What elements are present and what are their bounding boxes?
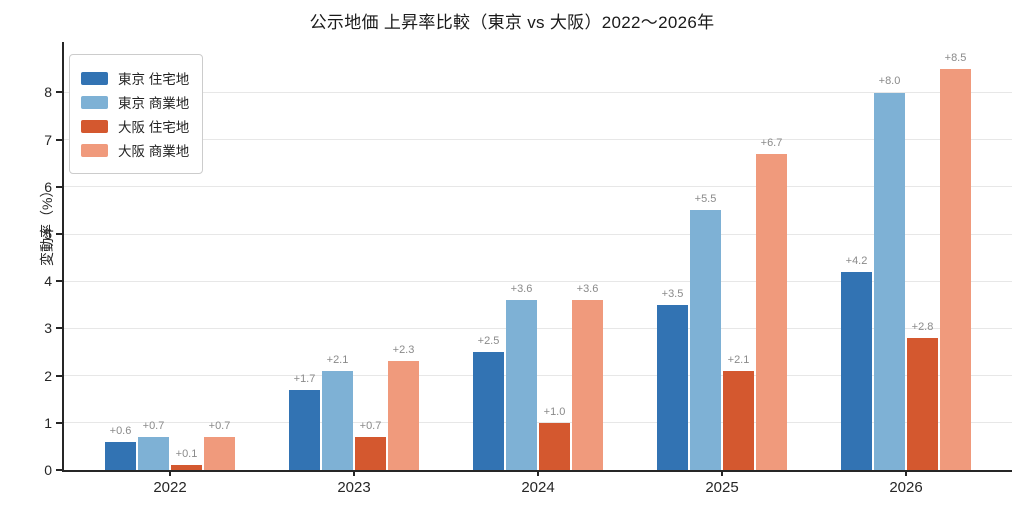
y-tick-label: 3	[44, 320, 52, 337]
bar-group: +3.5 +5.5 +2.1 +6.7	[657, 42, 787, 470]
bar-value-label: +2.1	[326, 353, 349, 366]
bar-value-label: +0.6	[109, 424, 132, 437]
x-tick-mark	[169, 470, 171, 476]
y-tick-mark	[56, 469, 62, 471]
legend-swatch	[81, 119, 108, 133]
legend-swatch	[81, 71, 108, 85]
chart-title: 公示地価 上昇率比較（東京 vs 大阪）2022〜2026年	[309, 13, 715, 32]
gridline	[64, 91, 1012, 93]
bar-value-label: +3.6	[576, 283, 599, 296]
y-tick-mark	[56, 327, 62, 330]
bar	[907, 337, 938, 470]
x-tick-mark	[905, 470, 907, 476]
y-tick-label: 2	[44, 367, 52, 384]
gridline	[64, 233, 1012, 235]
bar	[657, 304, 688, 470]
x-tick-mark	[721, 470, 723, 476]
bar-value-label: +2.8	[911, 320, 934, 333]
bar	[322, 370, 353, 470]
y-tick-mark	[56, 233, 62, 236]
bar	[756, 153, 787, 470]
y-tick-mark	[56, 138, 62, 141]
bar	[841, 271, 872, 470]
bar-value-label: +2.3	[392, 344, 415, 357]
x-tick-label: 2026	[889, 479, 923, 496]
bar	[940, 68, 971, 470]
bar-value-label: +3.6	[510, 283, 533, 296]
x-tick-label: 2025	[705, 479, 739, 496]
y-tick-mark	[56, 280, 62, 283]
gridline	[64, 422, 1012, 424]
bar-value-label: +0.7	[359, 419, 382, 432]
y-tick-mark	[56, 421, 62, 424]
bar	[690, 210, 721, 470]
y-tick-label: 4	[44, 273, 52, 290]
x-tick-label: 2022	[153, 479, 187, 496]
bar-value-label: +2.1	[727, 353, 750, 366]
legend-item: 大阪 住宅地	[81, 116, 189, 136]
gridline	[64, 139, 1012, 141]
bar-value-label: +0.1	[175, 448, 198, 461]
bar-group: +4.2 +8.0 +2.8 +8.5	[841, 42, 971, 470]
y-tick-label: 0	[44, 462, 52, 478]
bar-value-label: +8.0	[878, 75, 901, 88]
gridline	[64, 375, 1012, 377]
bar	[572, 300, 603, 470]
bar	[506, 300, 537, 470]
y-tick-mark	[56, 185, 62, 188]
legend-item: 大阪 商業地	[81, 140, 189, 160]
x-tick-label: 2023	[337, 479, 371, 496]
bar	[204, 436, 235, 470]
legend: 東京 住宅地 東京 商業地 大阪 住宅地 大阪 商業地	[69, 54, 204, 174]
bar-value-label: +1.0	[543, 405, 566, 418]
gridline	[64, 327, 1012, 329]
y-axis-label: 変動率（%）	[39, 183, 56, 266]
bar-group: +1.7 +2.1 +0.7 +2.3	[289, 42, 419, 470]
legend-label: 大阪 住宅地	[118, 120, 190, 135]
bar	[388, 361, 419, 470]
bar-value-label: +1.7	[293, 372, 316, 385]
bar	[138, 436, 169, 470]
y-tick-label: 5	[44, 226, 52, 243]
bar-value-label: +0.7	[142, 419, 165, 432]
bar-value-label: +3.5	[661, 287, 684, 300]
legend-label: 東京 商業地	[118, 96, 190, 111]
y-tick-label: 7	[44, 131, 52, 148]
y-tick-mark	[56, 374, 62, 377]
bar	[473, 352, 504, 470]
y-tick-label: 6	[44, 178, 52, 195]
bar	[539, 422, 570, 470]
bar-value-label: +2.5	[477, 335, 500, 348]
bar	[723, 370, 754, 470]
bar	[171, 465, 202, 470]
bar-value-label: +4.2	[845, 254, 868, 267]
bar	[355, 436, 386, 470]
bar-value-label: +8.5	[944, 51, 967, 64]
bar-group: +2.5 +3.6 +1.0 +3.6	[473, 42, 603, 470]
bar	[105, 441, 136, 470]
bar-value-label: +5.5	[694, 193, 717, 206]
legend-swatch	[81, 95, 108, 109]
x-tick-mark	[537, 470, 539, 476]
y-tick-label: 1	[44, 414, 52, 431]
x-tick-label: 2024	[521, 479, 555, 496]
legend-item: 東京 住宅地	[81, 68, 189, 88]
bar-value-label: +0.7	[208, 419, 231, 432]
bar	[874, 92, 905, 470]
legend-label: 大阪 商業地	[118, 144, 190, 159]
bar-value-label: +6.7	[760, 136, 783, 149]
bar-group: +0.6 +0.7 +0.1 +0.7	[105, 42, 235, 470]
legend-label: 東京 住宅地	[118, 72, 190, 87]
legend-item: 東京 商業地	[81, 92, 189, 112]
gridline	[64, 280, 1012, 282]
y-tick-mark	[56, 91, 62, 94]
bar	[289, 389, 320, 470]
legend-swatch	[81, 143, 108, 157]
plot-area: +0.6 +0.7 +0.1 +0.7 +1.7 +2.1 +0.7 +2.3 +2.5 +3.6…	[44, 42, 1012, 496]
y-tick-label: 8	[44, 84, 52, 101]
gridline	[64, 186, 1012, 188]
x-tick-mark	[353, 470, 355, 476]
